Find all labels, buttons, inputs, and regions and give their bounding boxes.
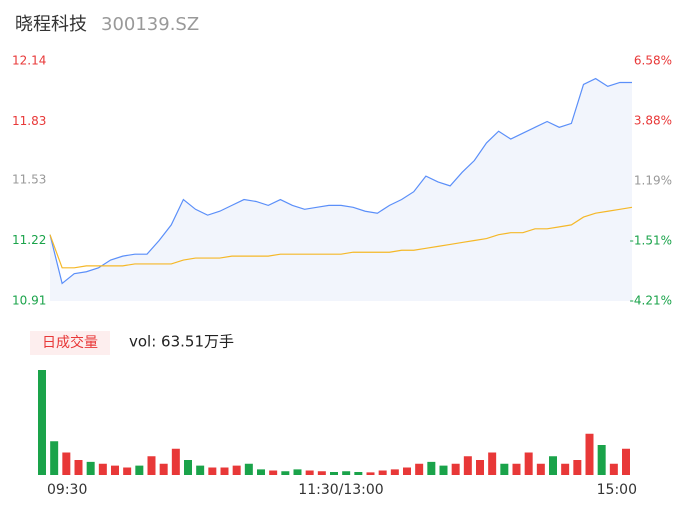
volume-bar xyxy=(597,445,606,475)
volume-bar xyxy=(549,456,557,475)
volume-bar xyxy=(609,463,618,475)
volume-bar xyxy=(98,463,107,475)
volume-bar xyxy=(476,460,484,475)
volume-bar xyxy=(439,465,448,475)
volume-bar xyxy=(50,441,59,475)
volume-bar xyxy=(74,460,83,475)
y-tick-label: 11.53 xyxy=(12,173,46,187)
volume-bar xyxy=(415,463,424,475)
volume-bar xyxy=(86,461,95,475)
volume-bar xyxy=(622,448,630,475)
y-tick-label: 11.83 xyxy=(12,114,46,128)
volume-bar xyxy=(293,469,302,475)
y-tick-label: 12.14 xyxy=(12,54,46,68)
volume-bar xyxy=(488,452,497,475)
volume-bar xyxy=(196,465,205,475)
volume-bar xyxy=(135,465,144,475)
line-price xyxy=(49,77,632,285)
volume-bar xyxy=(342,471,351,475)
volume-bar xyxy=(232,465,241,475)
volume-bar xyxy=(38,370,46,475)
volume-bar xyxy=(269,470,278,475)
volume-bar xyxy=(220,467,229,475)
volume-bar xyxy=(451,463,460,475)
volume-bar xyxy=(427,461,436,475)
volume-bar xyxy=(500,463,509,475)
volume-bar xyxy=(561,463,570,475)
volume-bar xyxy=(366,472,375,475)
stock-name: 晓程科技 xyxy=(15,14,87,35)
x-tick-label: 09:30 xyxy=(47,482,87,498)
volume-bar xyxy=(317,471,326,475)
volume-bar xyxy=(208,467,217,475)
volume-bar xyxy=(184,460,192,475)
volume-tab-label: 日成交量 xyxy=(42,334,98,351)
price-area xyxy=(50,78,632,301)
volume-bar xyxy=(573,460,582,475)
y2-tick-label: 1.19% xyxy=(634,173,672,187)
volume-bar xyxy=(159,463,168,475)
volume-bar xyxy=(378,470,387,475)
y-tick-label: 11.22 xyxy=(12,233,46,247)
y2-tick-label: -1.51% xyxy=(630,233,672,247)
line-average xyxy=(49,206,633,269)
volume-bar xyxy=(354,472,363,475)
volume-bar xyxy=(244,463,253,475)
volume-bar xyxy=(147,456,156,475)
y-tick-label: 10.91 xyxy=(12,294,46,308)
volume-bar xyxy=(524,452,533,475)
y2-tick-label: -4.21% xyxy=(630,294,672,308)
volume-bar xyxy=(62,452,71,475)
volume-bar xyxy=(403,467,411,475)
volume-bar xyxy=(123,467,132,475)
volume-bar xyxy=(463,456,472,475)
y2-tick-label: 3.88% xyxy=(634,114,672,128)
volume-tab[interactable] xyxy=(30,331,110,355)
volume-bar xyxy=(330,472,338,475)
stock-code: 300139.SZ xyxy=(101,14,199,35)
volume-bar xyxy=(536,463,545,475)
volume-bar xyxy=(390,469,399,475)
y2-tick-label: 6.58% xyxy=(634,54,672,68)
volume-bar xyxy=(512,463,521,475)
volume-bar xyxy=(111,465,119,475)
x-tick-label: 15:00 xyxy=(597,482,637,498)
volume-bar xyxy=(257,469,265,475)
volume-bar xyxy=(171,448,180,475)
volume-bar xyxy=(281,471,290,475)
volume-bar xyxy=(305,470,314,475)
volume-bar xyxy=(585,433,594,475)
x-tick-label: 11:30/13:00 xyxy=(298,482,383,498)
volume-total: vol: 63.51万手 xyxy=(129,333,234,351)
